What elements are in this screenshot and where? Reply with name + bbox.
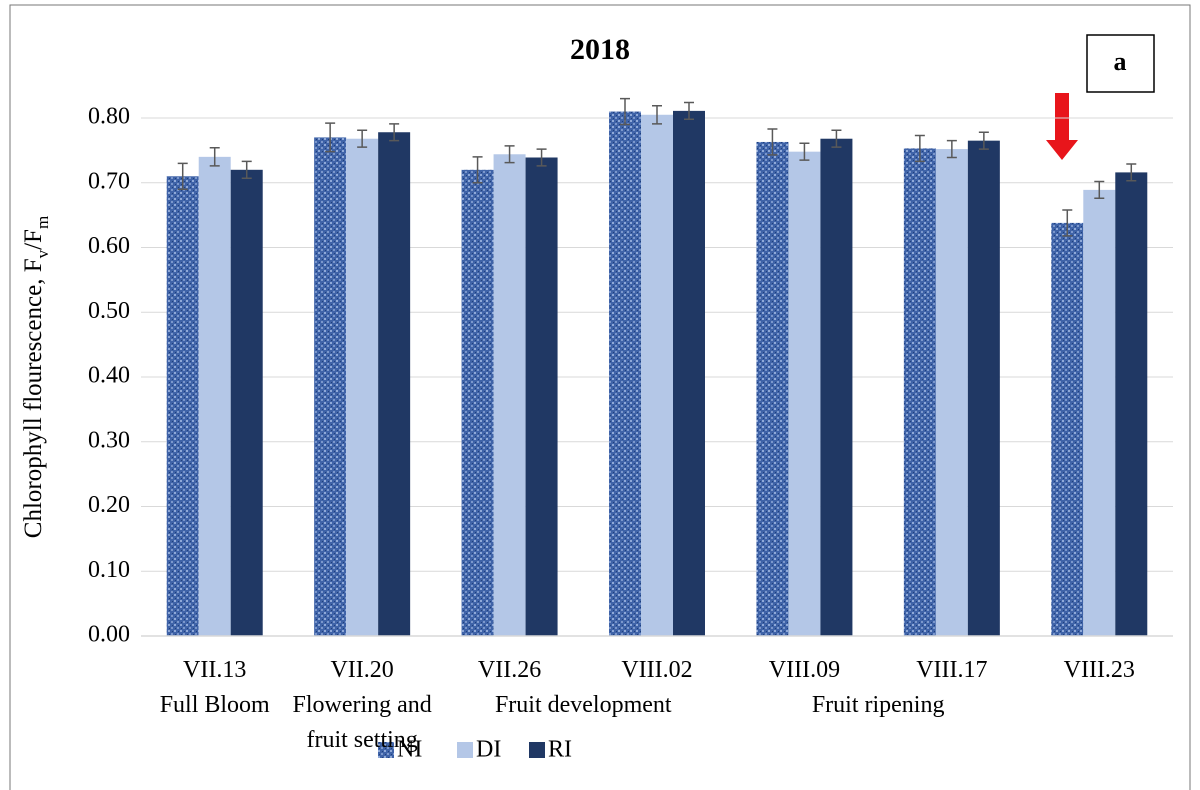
legend-label: RI: [548, 737, 572, 763]
y-tick-label: 0.30: [88, 427, 130, 453]
error-bar: [946, 139, 957, 159]
y-title-sub: m: [33, 216, 52, 229]
error-bar: [1094, 180, 1105, 200]
arrow: [1046, 93, 1078, 160]
bar: [1083, 189, 1116, 636]
x-tick-label: VIII.02: [621, 657, 693, 683]
bar: [609, 111, 641, 636]
chart-border: [9, 4, 1191, 790]
chart-title: 2018: [570, 33, 630, 66]
y-axis-title: Chlorophyll flourescence, Fv/Fm: [20, 216, 53, 538]
phase-label: Flowering and fruit setting: [292, 692, 432, 753]
error-bar: [831, 129, 842, 148]
bar: [641, 114, 673, 636]
error-bar: [241, 160, 252, 179]
x-tick-label: VIII.09: [768, 657, 841, 683]
y-tick-label: 0.40: [88, 363, 130, 389]
bar: [314, 137, 347, 637]
x-tick-label: VII.20: [330, 657, 394, 683]
y-title-part: Chlorophyll flourescence, F: [20, 258, 47, 538]
error-bar: [472, 156, 483, 184]
phase-label: Fruit development: [494, 692, 672, 718]
y-tick-label: 0.50: [88, 298, 130, 324]
y-tick-label: 0.60: [88, 233, 130, 259]
bar: [346, 138, 379, 636]
bar: [1115, 172, 1148, 636]
legend-label: NI: [397, 737, 422, 763]
y-title-sub: v: [33, 249, 52, 258]
bar: [493, 154, 526, 636]
error-bar: [536, 148, 547, 167]
error-bar: [799, 142, 810, 161]
error-bar: [1126, 163, 1137, 182]
x-tick-label: VIII.17: [916, 657, 988, 683]
error-bar: [978, 131, 989, 150]
error-bar: [325, 122, 336, 153]
bar: [461, 169, 494, 637]
y-title-part: /F: [20, 229, 47, 250]
panel-label: a: [1114, 47, 1127, 76]
x-tick-label: VII.13: [183, 657, 247, 683]
x-tick-label: VIII.23: [1063, 657, 1135, 683]
error-bar: [504, 145, 515, 164]
y-tick-label: 0.00: [88, 622, 130, 648]
bar: [378, 132, 411, 636]
legend-swatch: [529, 742, 545, 758]
y-tick-label: 0.80: [88, 104, 130, 130]
x-tick-label: VII.26: [477, 657, 542, 683]
error-bar: [652, 104, 662, 125]
bar: [230, 169, 263, 637]
error-bar: [209, 147, 220, 167]
bar: [935, 149, 968, 636]
bar: [820, 138, 853, 636]
y-tick-label: 0.10: [88, 557, 130, 583]
panel-box: [1086, 34, 1155, 93]
bar: [967, 140, 1000, 636]
error-bar: [620, 97, 630, 126]
bar: [1051, 222, 1084, 636]
bar: [166, 176, 199, 636]
bar: [198, 156, 231, 636]
error-bar: [914, 134, 925, 163]
y-tick-label: 0.70: [88, 168, 130, 194]
phase-label: Full Bloom: [159, 692, 270, 718]
bar: [756, 141, 789, 636]
error-bar: [357, 129, 368, 148]
error-bar: [767, 128, 778, 156]
legend-label: DI: [476, 737, 501, 763]
error-bar: [684, 101, 694, 121]
bar: [788, 151, 821, 637]
legend-swatch: [378, 742, 394, 758]
bar: [525, 157, 558, 636]
error-bar: [177, 162, 188, 190]
bar: [673, 110, 705, 636]
bar: [903, 148, 936, 636]
legend-swatch: [457, 742, 473, 758]
y-tick-label: 0.20: [88, 492, 130, 518]
error-bar: [1062, 209, 1073, 237]
phase-label: Fruit ripening: [811, 692, 945, 718]
error-bar: [389, 123, 400, 142]
